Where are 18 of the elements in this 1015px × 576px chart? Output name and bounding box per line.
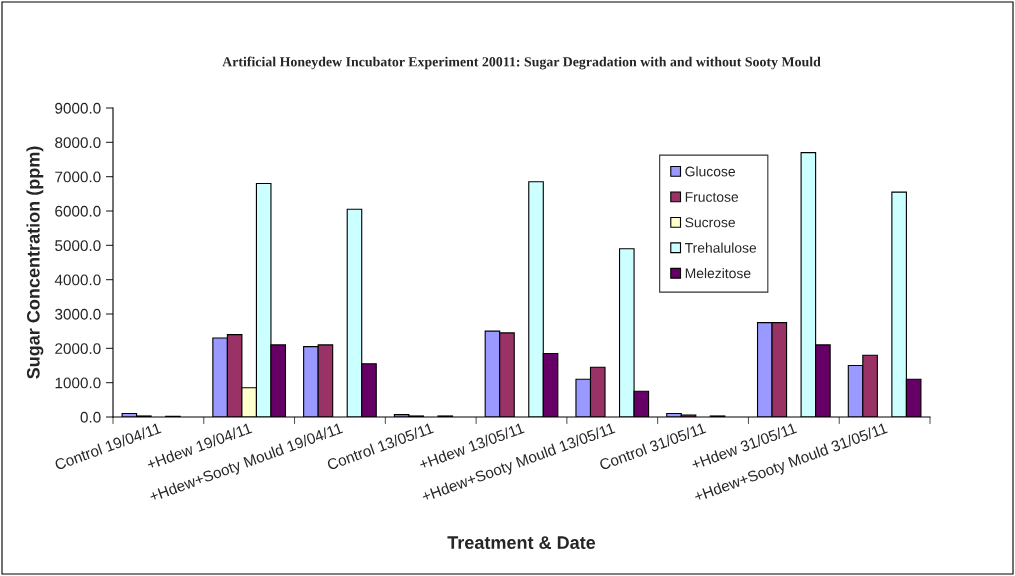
y-tick-label: 1000.0 — [55, 377, 101, 389]
y-tick-label: 5000.0 — [55, 240, 101, 252]
y-axis-title: Sugar Concentration (ppm) — [26, 146, 44, 379]
y-tick-label: 8000.0 — [55, 137, 101, 149]
chart-title: Artificial Honeydew Incubator Experiment 20011: Sugar Degradation with and without Sooty Mould — [222, 56, 821, 70]
y-tick-label: 6000.0 — [55, 205, 101, 217]
legend-label: Trehalulose — [684, 242, 757, 253]
legend-label: Glucose — [685, 166, 735, 177]
y-tick-label: 7000.0 — [55, 171, 101, 183]
legend-label: Fructose — [685, 192, 739, 202]
legend-label: Sucrose — [685, 217, 735, 228]
y-tick-label: 9000.0 — [55, 102, 101, 114]
legend-label: Melezitose — [685, 268, 751, 279]
y-tick-label: 0.0 — [80, 411, 101, 423]
y-tick-label: 3000.0 — [55, 308, 101, 320]
y-tick-label: 2000.0 — [55, 343, 101, 355]
y-tick-label: 4000.0 — [54, 274, 101, 286]
x-axis-title: Treatment & Date — [447, 536, 596, 549]
